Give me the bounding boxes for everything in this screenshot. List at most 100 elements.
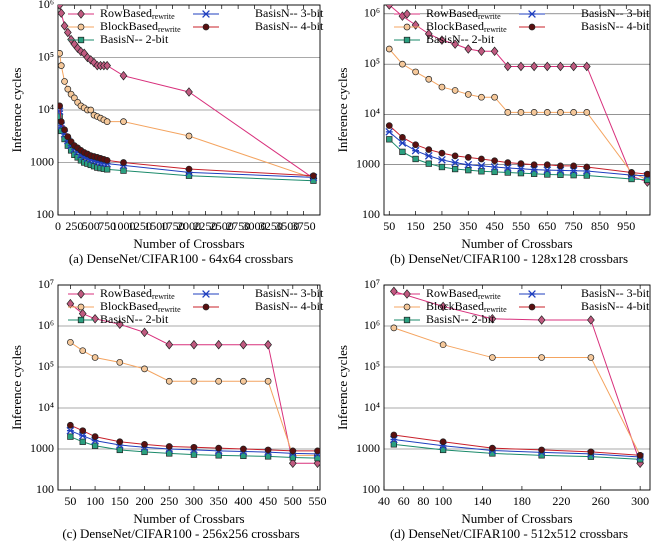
marker bbox=[103, 156, 111, 164]
y-axis-label: Inference cycles bbox=[335, 345, 350, 430]
caption: (c) DenseNet/CIFAR100 - 256x256 crossbar… bbox=[62, 526, 299, 541]
legend-name: BasisN-- 2-bit bbox=[100, 312, 169, 326]
marker bbox=[58, 62, 65, 69]
marker bbox=[530, 61, 538, 72]
marker bbox=[78, 308, 87, 319]
marker bbox=[288, 458, 297, 468]
marker bbox=[385, 128, 394, 136]
x-tick-label: 850 bbox=[591, 219, 609, 233]
marker bbox=[63, 27, 72, 38]
marker bbox=[185, 132, 193, 140]
marker bbox=[264, 446, 272, 454]
marker bbox=[60, 21, 69, 31]
y-tick-label: 100 bbox=[362, 207, 380, 221]
marker bbox=[438, 155, 446, 164]
legend-subscript: rewrite bbox=[158, 305, 181, 314]
marker bbox=[215, 452, 222, 459]
marker bbox=[530, 170, 538, 177]
legend-subscript: rewrite bbox=[158, 25, 181, 34]
x-tick-label: 2500 bbox=[210, 219, 234, 233]
marker bbox=[399, 134, 406, 141]
marker bbox=[530, 165, 538, 174]
legend-name: BasisN-- 4-bit bbox=[255, 299, 324, 313]
marker bbox=[538, 446, 545, 454]
marker bbox=[58, 118, 65, 125]
marker bbox=[66, 426, 75, 435]
marker bbox=[464, 160, 473, 169]
marker bbox=[314, 447, 320, 455]
marker bbox=[587, 354, 595, 361]
legend-marker bbox=[77, 36, 85, 44]
marker bbox=[185, 165, 193, 173]
marker bbox=[385, 122, 393, 129]
legend-marker bbox=[403, 9, 411, 19]
legend-name: RowBased bbox=[426, 6, 478, 20]
legend-name: BlockBased bbox=[426, 19, 484, 33]
marker bbox=[490, 163, 499, 171]
marker bbox=[390, 441, 398, 448]
marker bbox=[310, 172, 317, 180]
x-tick-label: 300 bbox=[185, 494, 203, 508]
legend-name: BlockBased bbox=[426, 299, 484, 313]
marker bbox=[190, 443, 198, 451]
marker bbox=[438, 35, 446, 45]
legend-marker bbox=[202, 10, 210, 18]
marker bbox=[538, 354, 545, 361]
x-tick-label: 250 bbox=[65, 219, 83, 233]
marker bbox=[537, 315, 546, 325]
legend-label: BasisN-- 2-bit bbox=[426, 32, 495, 46]
legend-label: BasisN-- 4-bit bbox=[255, 19, 324, 33]
legend-label: BasisN-- 3-bit bbox=[581, 286, 650, 300]
marker bbox=[119, 70, 128, 81]
marker bbox=[79, 347, 87, 355]
legend-label: RowBasedrewrite bbox=[426, 286, 501, 301]
marker bbox=[215, 444, 223, 452]
panel: 100 1000 10⁴ 10⁵ 10⁶ 10⁷ 50 100 150 200 250 300 350 4… bbox=[9, 277, 327, 541]
marker bbox=[478, 93, 485, 101]
x-tick-label: 500 bbox=[82, 219, 100, 233]
marker bbox=[165, 339, 174, 350]
series-line bbox=[393, 290, 641, 464]
y-tick-label: 100 bbox=[36, 482, 54, 496]
legend-marker bbox=[403, 316, 411, 324]
x-tick-label: 250 bbox=[433, 219, 451, 233]
legend-marker bbox=[77, 316, 85, 324]
marker bbox=[190, 451, 198, 458]
marker bbox=[264, 453, 272, 460]
marker bbox=[569, 61, 578, 72]
marker bbox=[240, 445, 247, 453]
x-tick-label: 1750 bbox=[161, 219, 185, 233]
plot-frame bbox=[383, 284, 651, 491]
marker bbox=[465, 166, 472, 174]
y-tick-label: 10⁵ bbox=[38, 359, 54, 373]
marker bbox=[517, 108, 525, 116]
marker bbox=[488, 314, 497, 324]
marker bbox=[58, 107, 64, 116]
marker bbox=[517, 169, 525, 177]
marker bbox=[58, 49, 63, 57]
legend-label: BasisN-- 2-bit bbox=[100, 32, 169, 46]
x-tick-label: 3000 bbox=[243, 219, 267, 233]
marker bbox=[517, 160, 525, 167]
marker bbox=[390, 324, 398, 332]
x-tick-label: 220 bbox=[552, 494, 570, 508]
plot-frame bbox=[383, 4, 651, 216]
marker bbox=[424, 151, 433, 160]
legend-label: BasisN-- 4-bit bbox=[581, 19, 650, 33]
marker bbox=[491, 93, 498, 101]
y-axis-label: Inference cycles bbox=[335, 68, 350, 153]
marker bbox=[543, 61, 552, 72]
marker bbox=[289, 454, 296, 461]
series-line bbox=[393, 439, 641, 458]
legend-marker bbox=[77, 289, 85, 299]
marker bbox=[66, 298, 75, 309]
legend-marker bbox=[528, 303, 536, 311]
x-tick-label: 2000 bbox=[177, 219, 201, 233]
y-tick-label: 1000 bbox=[30, 441, 54, 455]
legend-marker bbox=[403, 36, 411, 44]
marker bbox=[239, 339, 248, 350]
legend-subscript: rewrite bbox=[152, 292, 175, 301]
